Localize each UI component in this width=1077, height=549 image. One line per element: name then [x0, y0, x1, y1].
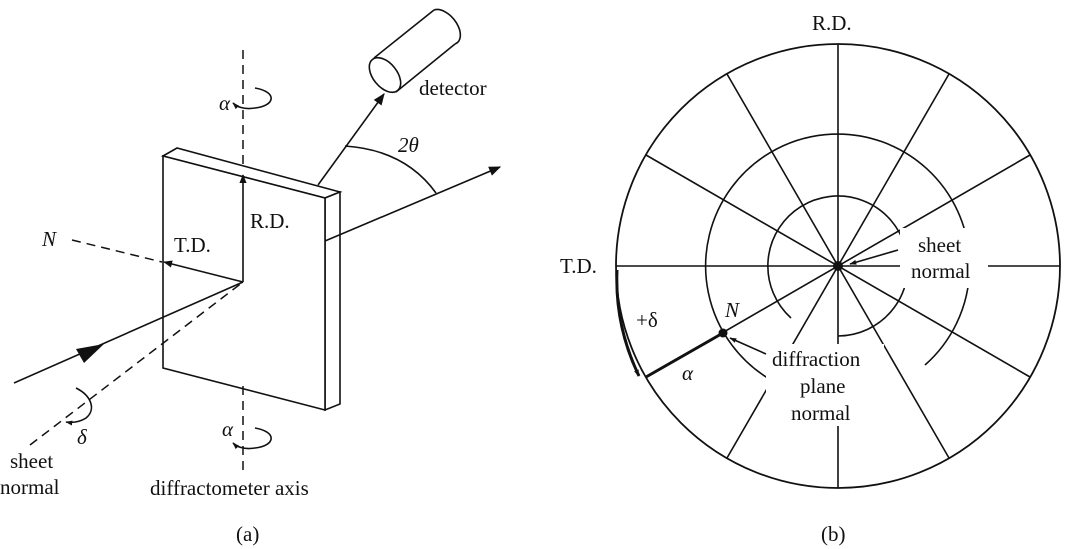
two-theta-arc [344, 145, 437, 194]
delta-label-a: δ [77, 425, 88, 449]
diffraction-label-bg [766, 344, 884, 426]
inner-circle [767, 195, 909, 337]
alpha-segment [645, 331, 724, 379]
plus-delta-label: +δ [636, 308, 658, 332]
normal-label-a: normal [0, 475, 60, 499]
two-theta-label: 2θ [398, 133, 419, 157]
sheet-front-face [162, 154, 326, 412]
transmitted-beam [324, 166, 502, 242]
caption-a: (a) [236, 522, 259, 546]
alpha-top-label: α [219, 91, 231, 115]
diffraction-leader [729, 337, 767, 355]
plane-label: plane [800, 374, 845, 398]
delta-rotation-arrow [65, 387, 93, 426]
normal-label-b: normal [911, 259, 971, 283]
n-label-a: N [41, 227, 57, 251]
alpha-rotation-top-arrow [232, 87, 272, 110]
sheet-side-face [324, 190, 341, 412]
center-point [833, 261, 843, 271]
alpha-bottom-label: α [222, 417, 234, 441]
panel-a: α R.D. T.D. N δ sheet normal de [0, 8, 502, 546]
td-label-b: T.D. [560, 254, 597, 278]
rd-label-b: R.D. [812, 11, 852, 35]
rd-label-a: R.D. [250, 209, 290, 233]
incident-beam-arrowhead [76, 344, 104, 363]
caption-b: (b) [821, 522, 846, 546]
plus-delta-arc [615, 269, 641, 377]
plane-normal-label: normal [791, 401, 851, 425]
incident-beam [13, 281, 244, 384]
td-label-a: T.D. [174, 233, 211, 257]
detector-label: detector [419, 76, 487, 100]
diffractometer-axis-label: diffractometer axis [150, 476, 309, 500]
n-dash-line [71, 239, 163, 263]
detector-icon [368, 8, 462, 94]
sheet-normal-label-bg [900, 228, 988, 288]
td-vector [163, 260, 244, 283]
sheet-normal-leader [849, 249, 899, 265]
n-label-b: N [724, 298, 740, 322]
alpha-rotation-bottom-arrow [232, 427, 272, 450]
alpha-label-b: α [682, 361, 694, 385]
panel-b: R.D. T.D. +δ N α sheet normal diffractio… [560, 11, 1061, 546]
sheet-label-a: sheet [10, 449, 53, 473]
diffracted-beam [317, 93, 385, 186]
sheet-label-b: sheet [918, 233, 961, 257]
diffraction-label: diffraction [772, 347, 861, 371]
